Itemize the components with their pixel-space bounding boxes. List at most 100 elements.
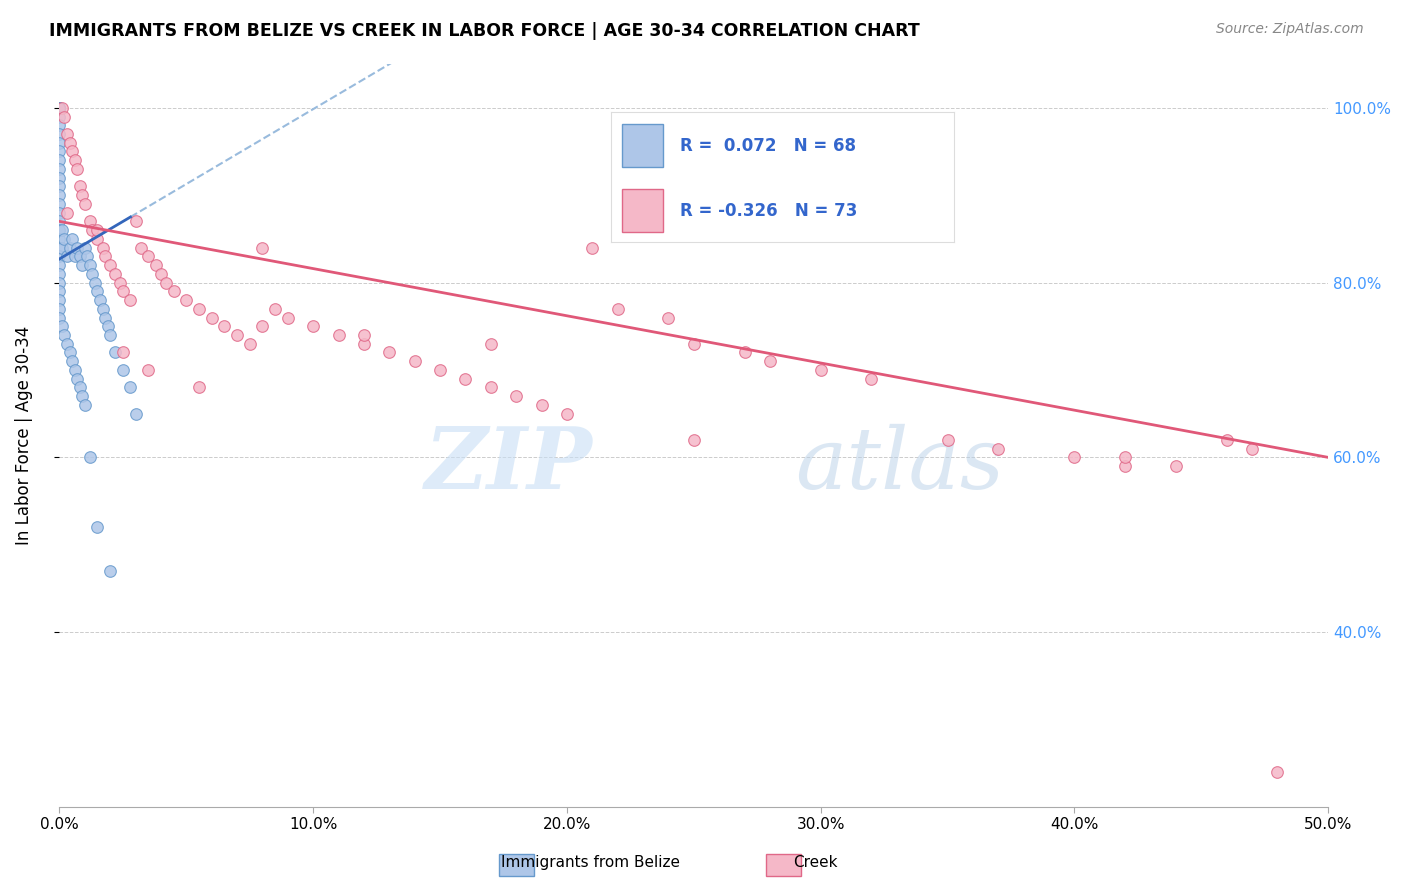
Point xyxy=(51,101,73,115)
Point xyxy=(149,267,172,281)
Point xyxy=(120,293,142,307)
Point xyxy=(155,276,177,290)
Point xyxy=(136,249,159,263)
Point xyxy=(48,267,70,281)
Point xyxy=(86,285,108,299)
Point xyxy=(60,145,83,159)
Point xyxy=(606,301,628,316)
Point xyxy=(48,101,70,115)
Point xyxy=(581,241,603,255)
Point xyxy=(48,101,70,115)
Point xyxy=(48,170,70,185)
Point xyxy=(1063,450,1085,465)
Point xyxy=(48,223,70,237)
Point xyxy=(94,310,117,325)
Text: atlas: atlas xyxy=(796,424,1004,507)
Point xyxy=(201,310,224,325)
Point xyxy=(239,336,262,351)
Point xyxy=(48,145,70,159)
Point xyxy=(1114,450,1136,465)
Text: ZIP: ZIP xyxy=(425,424,592,507)
Point xyxy=(58,136,80,150)
Point xyxy=(120,380,142,394)
Point xyxy=(48,136,70,150)
Point xyxy=(53,110,76,124)
Point xyxy=(70,389,93,403)
Point xyxy=(69,380,91,394)
Point xyxy=(1215,433,1237,447)
Point xyxy=(91,301,114,316)
Point xyxy=(936,433,959,447)
Point xyxy=(48,249,70,263)
Point xyxy=(48,118,70,132)
Point xyxy=(98,564,121,578)
Point xyxy=(860,372,883,386)
Point xyxy=(129,241,152,255)
Point xyxy=(84,276,107,290)
Point xyxy=(63,363,86,377)
Point xyxy=(302,319,325,334)
Point xyxy=(48,188,70,202)
Point xyxy=(82,223,104,237)
Text: Creek: Creek xyxy=(793,855,838,870)
Point xyxy=(226,328,249,343)
Point xyxy=(479,336,502,351)
Point xyxy=(98,258,121,272)
Point xyxy=(48,110,70,124)
Point xyxy=(136,363,159,377)
Point xyxy=(987,442,1010,456)
Point xyxy=(48,241,70,255)
Point xyxy=(63,153,86,168)
Point xyxy=(48,101,70,115)
Point xyxy=(94,249,117,263)
Point xyxy=(353,328,375,343)
Point xyxy=(48,301,70,316)
Point xyxy=(66,241,89,255)
Point xyxy=(454,372,477,386)
Point xyxy=(73,197,96,211)
Point xyxy=(48,232,70,246)
Point xyxy=(188,301,211,316)
Point xyxy=(79,450,101,465)
Point xyxy=(91,241,114,255)
Point xyxy=(79,214,101,228)
Point xyxy=(48,258,70,272)
Point xyxy=(530,398,553,412)
Point xyxy=(70,188,93,202)
Point xyxy=(264,301,287,316)
Text: IMMIGRANTS FROM BELIZE VS CREEK IN LABOR FORCE | AGE 30-34 CORRELATION CHART: IMMIGRANTS FROM BELIZE VS CREEK IN LABOR… xyxy=(49,22,920,40)
Point xyxy=(76,249,98,263)
Point xyxy=(1164,459,1187,474)
Point xyxy=(1114,459,1136,474)
Point xyxy=(111,363,134,377)
Point xyxy=(66,161,89,176)
Point xyxy=(328,328,350,343)
Point xyxy=(69,179,91,194)
Point xyxy=(682,336,704,351)
Point xyxy=(48,179,70,194)
Point xyxy=(111,285,134,299)
Point xyxy=(162,285,184,299)
Point xyxy=(48,276,70,290)
Point xyxy=(252,319,274,334)
Point xyxy=(86,232,108,246)
Point xyxy=(60,354,83,368)
Point xyxy=(657,310,679,325)
Point xyxy=(48,214,70,228)
Point xyxy=(53,232,76,246)
Point xyxy=(429,363,451,377)
Point xyxy=(48,285,70,299)
Point xyxy=(404,354,426,368)
Point xyxy=(69,249,91,263)
Point xyxy=(505,389,527,403)
Point xyxy=(51,223,73,237)
Point xyxy=(277,310,299,325)
Point xyxy=(89,293,111,307)
Point xyxy=(86,223,108,237)
Point xyxy=(53,328,76,343)
Point xyxy=(188,380,211,394)
Point xyxy=(48,161,70,176)
Point xyxy=(56,205,79,219)
Point xyxy=(111,345,134,359)
Point xyxy=(73,398,96,412)
